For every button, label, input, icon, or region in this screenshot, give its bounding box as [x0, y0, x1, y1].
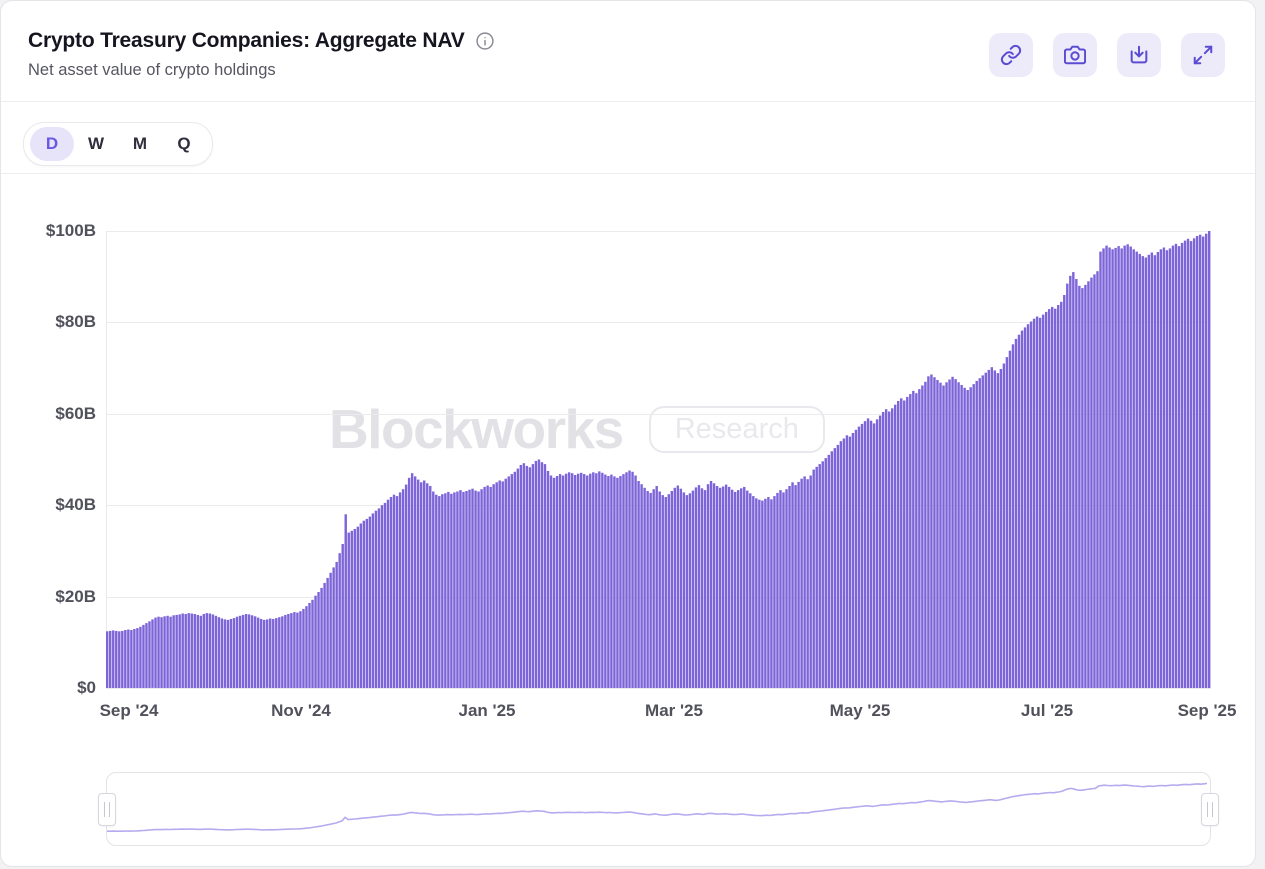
x-tick-label: Sep '24 — [99, 701, 159, 720]
download-tray-icon — [1128, 44, 1150, 66]
watermark-research-badge: Research — [648, 405, 825, 453]
navigator-left-handle[interactable] — [98, 793, 116, 826]
y-tick-label: $40B — [55, 495, 96, 515]
export-image-button[interactable] — [1117, 33, 1161, 77]
link-icon — [1000, 44, 1022, 66]
y-tick-label: $20B — [55, 586, 96, 606]
copy-link-button[interactable] — [989, 33, 1033, 77]
x-tick-label: May '25 — [829, 701, 891, 720]
watermark-brand: Blockworks — [329, 398, 624, 460]
gridline — [106, 688, 1211, 689]
range-option-weekly[interactable]: W — [74, 127, 118, 161]
x-tick-label: Mar '25 — [645, 701, 703, 720]
fullscreen-button[interactable] — [1181, 33, 1225, 77]
range-option-quarterly[interactable]: Q — [162, 127, 206, 161]
chart-subtitle: Net asset value of crypto holdings — [28, 61, 276, 79]
header-divider — [1, 101, 1255, 102]
gridline — [106, 413, 1211, 415]
bar-series[interactable] — [106, 231, 1211, 688]
header: Crypto Treasury Companies: Aggregate NAV — [28, 29, 495, 53]
range-selector: D W M Q — [23, 122, 213, 166]
chart-title: Crypto Treasury Companies: Aggregate NAV — [28, 29, 465, 52]
gridline — [106, 231, 1211, 232]
toolbar-divider — [1, 173, 1255, 174]
watermark: Blockworks Research — [329, 397, 825, 461]
y-tick-label: $0 — [77, 678, 96, 697]
y-tick-label: $100B — [45, 221, 96, 240]
x-tick-label: Sep '25 — [1177, 701, 1237, 720]
expand-icon — [1192, 44, 1214, 66]
y-tick-label: $60B — [55, 403, 96, 423]
x-tick-label: Nov '24 — [271, 701, 331, 720]
info-circle-icon[interactable] — [475, 31, 495, 51]
navigator[interactable] — [98, 772, 1219, 846]
x-tick-label: Jan '25 — [458, 701, 516, 720]
range-option-daily[interactable]: D — [30, 127, 74, 161]
range-option-monthly[interactable]: M — [118, 127, 162, 161]
y-tick-label: $80B — [55, 312, 96, 332]
x-tick-label: Jul '25 — [1020, 701, 1074, 720]
navigator-right-handle[interactable] — [1201, 793, 1219, 826]
screenshot-button[interactable] — [1053, 33, 1097, 77]
navigator-line — [107, 782, 1207, 833]
header-actions — [989, 33, 1225, 77]
gridline — [106, 322, 1211, 324]
camera-icon — [1064, 44, 1086, 66]
y-axis-line — [106, 231, 107, 688]
